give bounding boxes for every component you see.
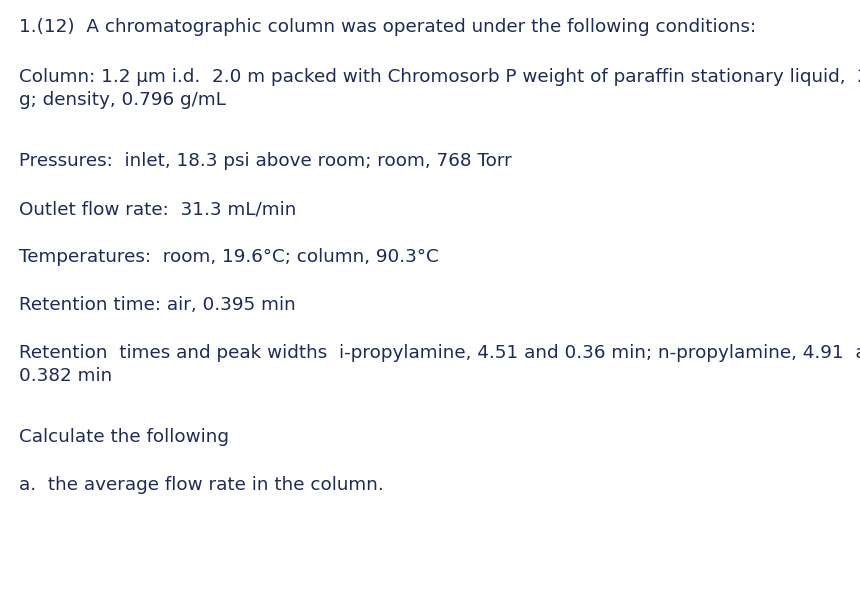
Text: Temperatures:  room, 19.6°C; column, 90.3°C: Temperatures: room, 19.6°C; column, 90.3… — [19, 248, 439, 266]
Text: Retention  times and peak widths  i-propylamine, 4.51 and 0.36 min; n-propylamin: Retention times and peak widths i-propyl… — [19, 344, 860, 385]
Text: a.  the average flow rate in the column.: a. the average flow rate in the column. — [19, 476, 384, 494]
Text: 1.(12)  A chromatographic column was operated under the following conditions:: 1.(12) A chromatographic column was oper… — [19, 18, 756, 36]
Text: Outlet flow rate:  31.3 mL/min: Outlet flow rate: 31.3 mL/min — [19, 200, 297, 218]
Text: Calculate the following: Calculate the following — [19, 428, 229, 446]
Text: Retention time: air, 0.395 min: Retention time: air, 0.395 min — [19, 296, 296, 314]
Text: Pressures:  inlet, 18.3 psi above room; room, 768 Torr: Pressures: inlet, 18.3 psi above room; r… — [19, 152, 512, 170]
Text: Column: 1.2 μm i.d.  2.0 m packed with Chromosorb P weight of paraffin stationar: Column: 1.2 μm i.d. 2.0 m packed with Ch… — [19, 68, 860, 109]
